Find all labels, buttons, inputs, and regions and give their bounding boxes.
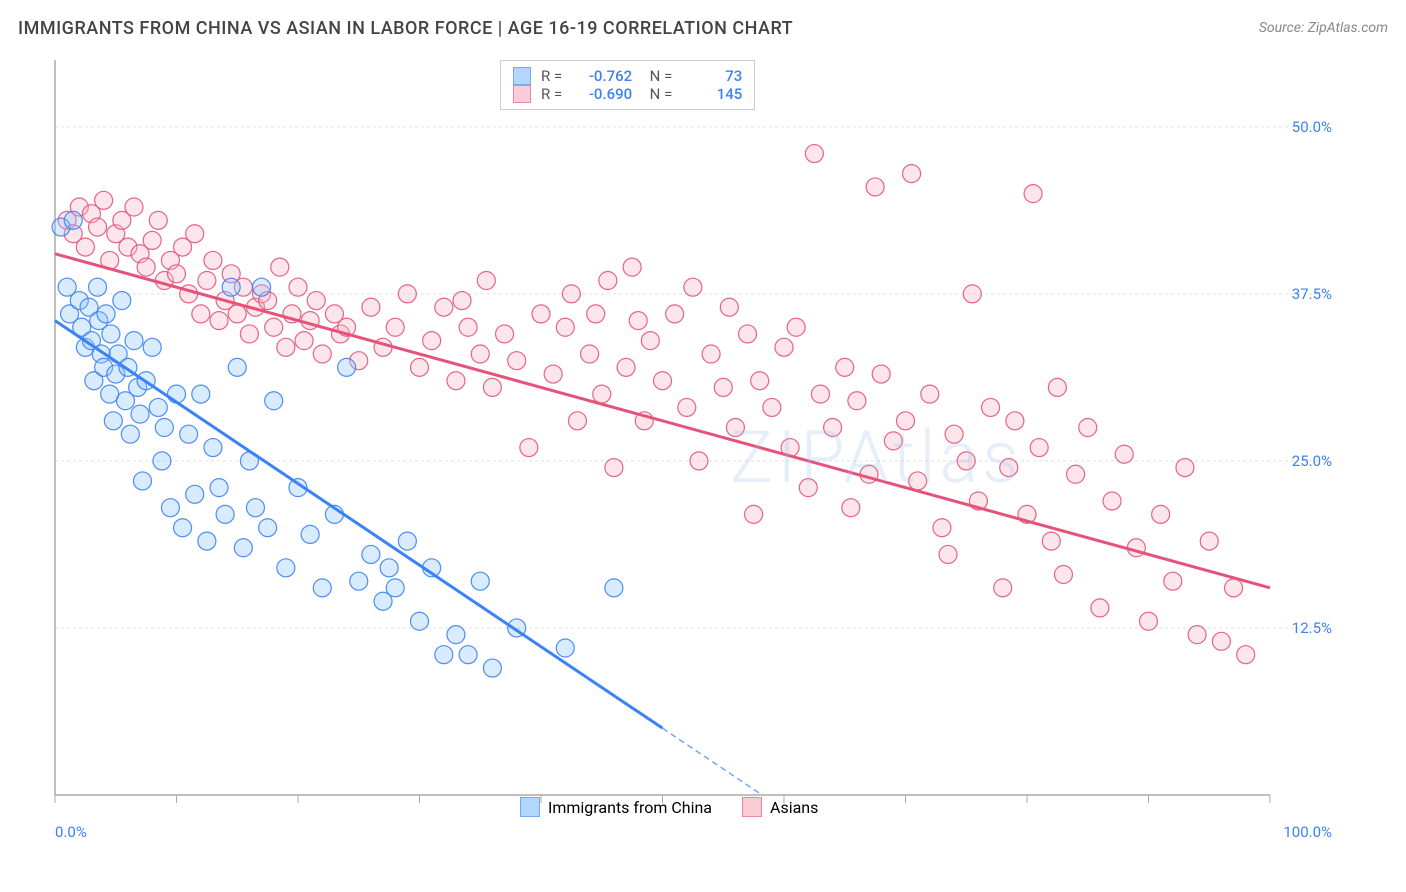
series-name: Asians [770,798,818,817]
r-value: -0.690 [572,85,632,103]
r-value: -0.762 [572,67,632,85]
x-axis-min-label: 0.0% [55,823,87,841]
chart-container: IMMIGRANTS FROM CHINA VS ASIAN IN LABOR … [0,0,1406,892]
legend-swatch [513,67,531,85]
legend-swatch [513,85,531,103]
n-label: N = [642,67,672,85]
correlation-legend-row: R = -0.762 N = 73 [513,67,742,85]
source-label: Source: ZipAtlas.com [1259,20,1388,36]
r-label: R = [541,67,562,85]
series-legend-item: Asians [742,797,818,817]
x-axis-max-label: 100.0% [1283,823,1332,841]
plot-area: 12.5%25.0%37.5%50.0% ZIPAtlas R =-0.762 … [50,55,1340,815]
correlation-legend: R = -0.762 N = 73 R = -0.690 N = 145 [500,60,755,110]
svg-text:12.5%: 12.5% [1292,619,1332,637]
correlation-legend-row: R = -0.690 N = 145 [513,85,742,103]
legend-swatch [742,797,762,817]
n-label: N = [642,85,672,103]
series-legend-item: Immigrants from China [520,797,712,817]
n-value: 73 [682,67,742,85]
svg-text:25.0%: 25.0% [1292,452,1332,470]
series-legend: Immigrants from China Asians [520,797,818,817]
legend-swatch [520,797,540,817]
svg-text:50.0%: 50.0% [1292,118,1332,136]
n-value: 145 [682,85,742,103]
series-name: Immigrants from China [548,798,712,817]
r-label: R = [541,85,562,103]
chart-title: IMMIGRANTS FROM CHINA VS ASIAN IN LABOR … [18,18,793,39]
chart-svg: 12.5% 25.0% 37.5% 50.0% [50,55,1340,815]
svg-text:37.5%: 37.5% [1292,285,1332,303]
